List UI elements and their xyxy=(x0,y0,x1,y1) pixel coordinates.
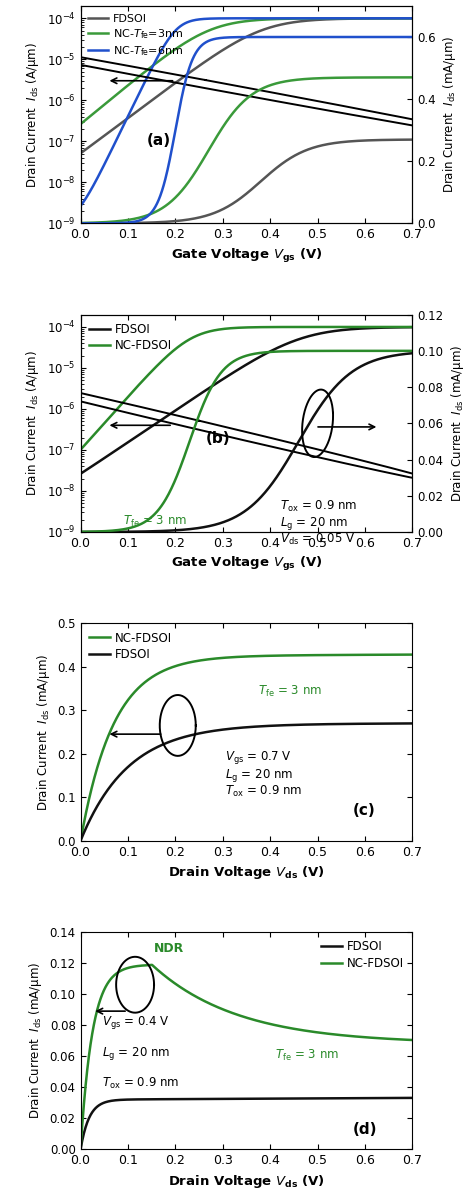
Y-axis label: Drain Current  $I$$_\mathregular{ds}$ (mA/μm): Drain Current $I$$_\mathregular{ds}$ (mA… xyxy=(35,654,52,811)
Y-axis label: Drain Current  $I$$_\mathregular{ds}$ (mA/μm): Drain Current $I$$_\mathregular{ds}$ (mA… xyxy=(449,344,466,501)
Y-axis label: Drain Current  $I$$_\mathregular{ds}$ (A/μm): Drain Current $I$$_\mathregular{ds}$ (A/… xyxy=(25,350,41,497)
Text: $L$$_\mathregular{g}$ = 20 nm: $L$$_\mathregular{g}$ = 20 nm xyxy=(280,515,348,532)
X-axis label: Drain Voltage $V$$_\mathregular{ds}$ (V): Drain Voltage $V$$_\mathregular{ds}$ (V) xyxy=(168,863,325,881)
X-axis label: Gate Voltage $V$$_\mathregular{gs}$ (V): Gate Voltage $V$$_\mathregular{gs}$ (V) xyxy=(171,247,322,264)
Text: $V$$_\mathregular{gs}$ = 0.7 V: $V$$_\mathregular{gs}$ = 0.7 V xyxy=(225,749,292,766)
Text: $T$$_\mathregular{fe}$ = 3 nm: $T$$_\mathregular{fe}$ = 3 nm xyxy=(275,1048,339,1064)
X-axis label: Drain Voltage $V$$_\mathregular{ds}$ (V): Drain Voltage $V$$_\mathregular{ds}$ (V) xyxy=(168,1173,325,1190)
Text: (d): (d) xyxy=(353,1122,378,1136)
Legend: FDSOI, NC-$T$$_\mathregular{fe}$=3nm, NC-$T$$_\mathregular{fe}$=6nm: FDSOI, NC-$T$$_\mathregular{fe}$=3nm, NC… xyxy=(86,12,185,61)
Text: (a): (a) xyxy=(147,133,171,149)
Text: $T$$_\mathregular{ox}$ = 0.9 nm: $T$$_\mathregular{ox}$ = 0.9 nm xyxy=(280,499,357,513)
Text: $L$$_\mathregular{g}$ = 20 nm: $L$$_\mathregular{g}$ = 20 nm xyxy=(225,767,293,784)
Legend: FDSOI, NC-FDSOI: FDSOI, NC-FDSOI xyxy=(319,937,407,972)
Text: $V$$_\mathregular{ds}$ = 0.05 V: $V$$_\mathregular{ds}$ = 0.05 V xyxy=(280,531,355,547)
Text: (c): (c) xyxy=(353,804,376,818)
Text: $T$$_\mathregular{ox}$ = 0.9 nm: $T$$_\mathregular{ox}$ = 0.9 nm xyxy=(102,1077,179,1091)
Y-axis label: Drain Current  $I$$_\mathregular{ds}$ (A/μm): Drain Current $I$$_\mathregular{ds}$ (A/… xyxy=(25,42,41,187)
Y-axis label: Drain Current  $I$$_\mathregular{ds}$ (mA/μm): Drain Current $I$$_\mathregular{ds}$ (mA… xyxy=(27,962,44,1120)
Text: (b): (b) xyxy=(206,431,231,445)
Legend: FDSOI, NC-FDSOI: FDSOI, NC-FDSOI xyxy=(86,320,174,355)
Text: $T$$_\mathregular{fe}$ = 3 nm: $T$$_\mathregular{fe}$ = 3 nm xyxy=(258,684,322,699)
Y-axis label: Drain Current  $I$$_\mathregular{ds}$ (mA/μm): Drain Current $I$$_\mathregular{ds}$ (mA… xyxy=(441,36,458,193)
Text: $V$$_\mathregular{gs}$ = 0.4 V: $V$$_\mathregular{gs}$ = 0.4 V xyxy=(102,1015,170,1031)
Text: $T$$_\mathregular{ox}$ = 0.9 nm: $T$$_\mathregular{ox}$ = 0.9 nm xyxy=(225,784,302,799)
Legend: NC-FDSOI, FDSOI: NC-FDSOI, FDSOI xyxy=(86,629,174,663)
Text: $L$$_\mathregular{g}$ = 20 nm: $L$$_\mathregular{g}$ = 20 nm xyxy=(102,1046,170,1062)
Text: $T$$_\mathregular{fe}$ = 3 nm: $T$$_\mathregular{fe}$ = 3 nm xyxy=(123,513,187,529)
Text: NDR: NDR xyxy=(154,942,184,955)
X-axis label: Gate Voltage $V$$_\mathregular{gs}$ (V): Gate Voltage $V$$_\mathregular{gs}$ (V) xyxy=(171,555,322,573)
